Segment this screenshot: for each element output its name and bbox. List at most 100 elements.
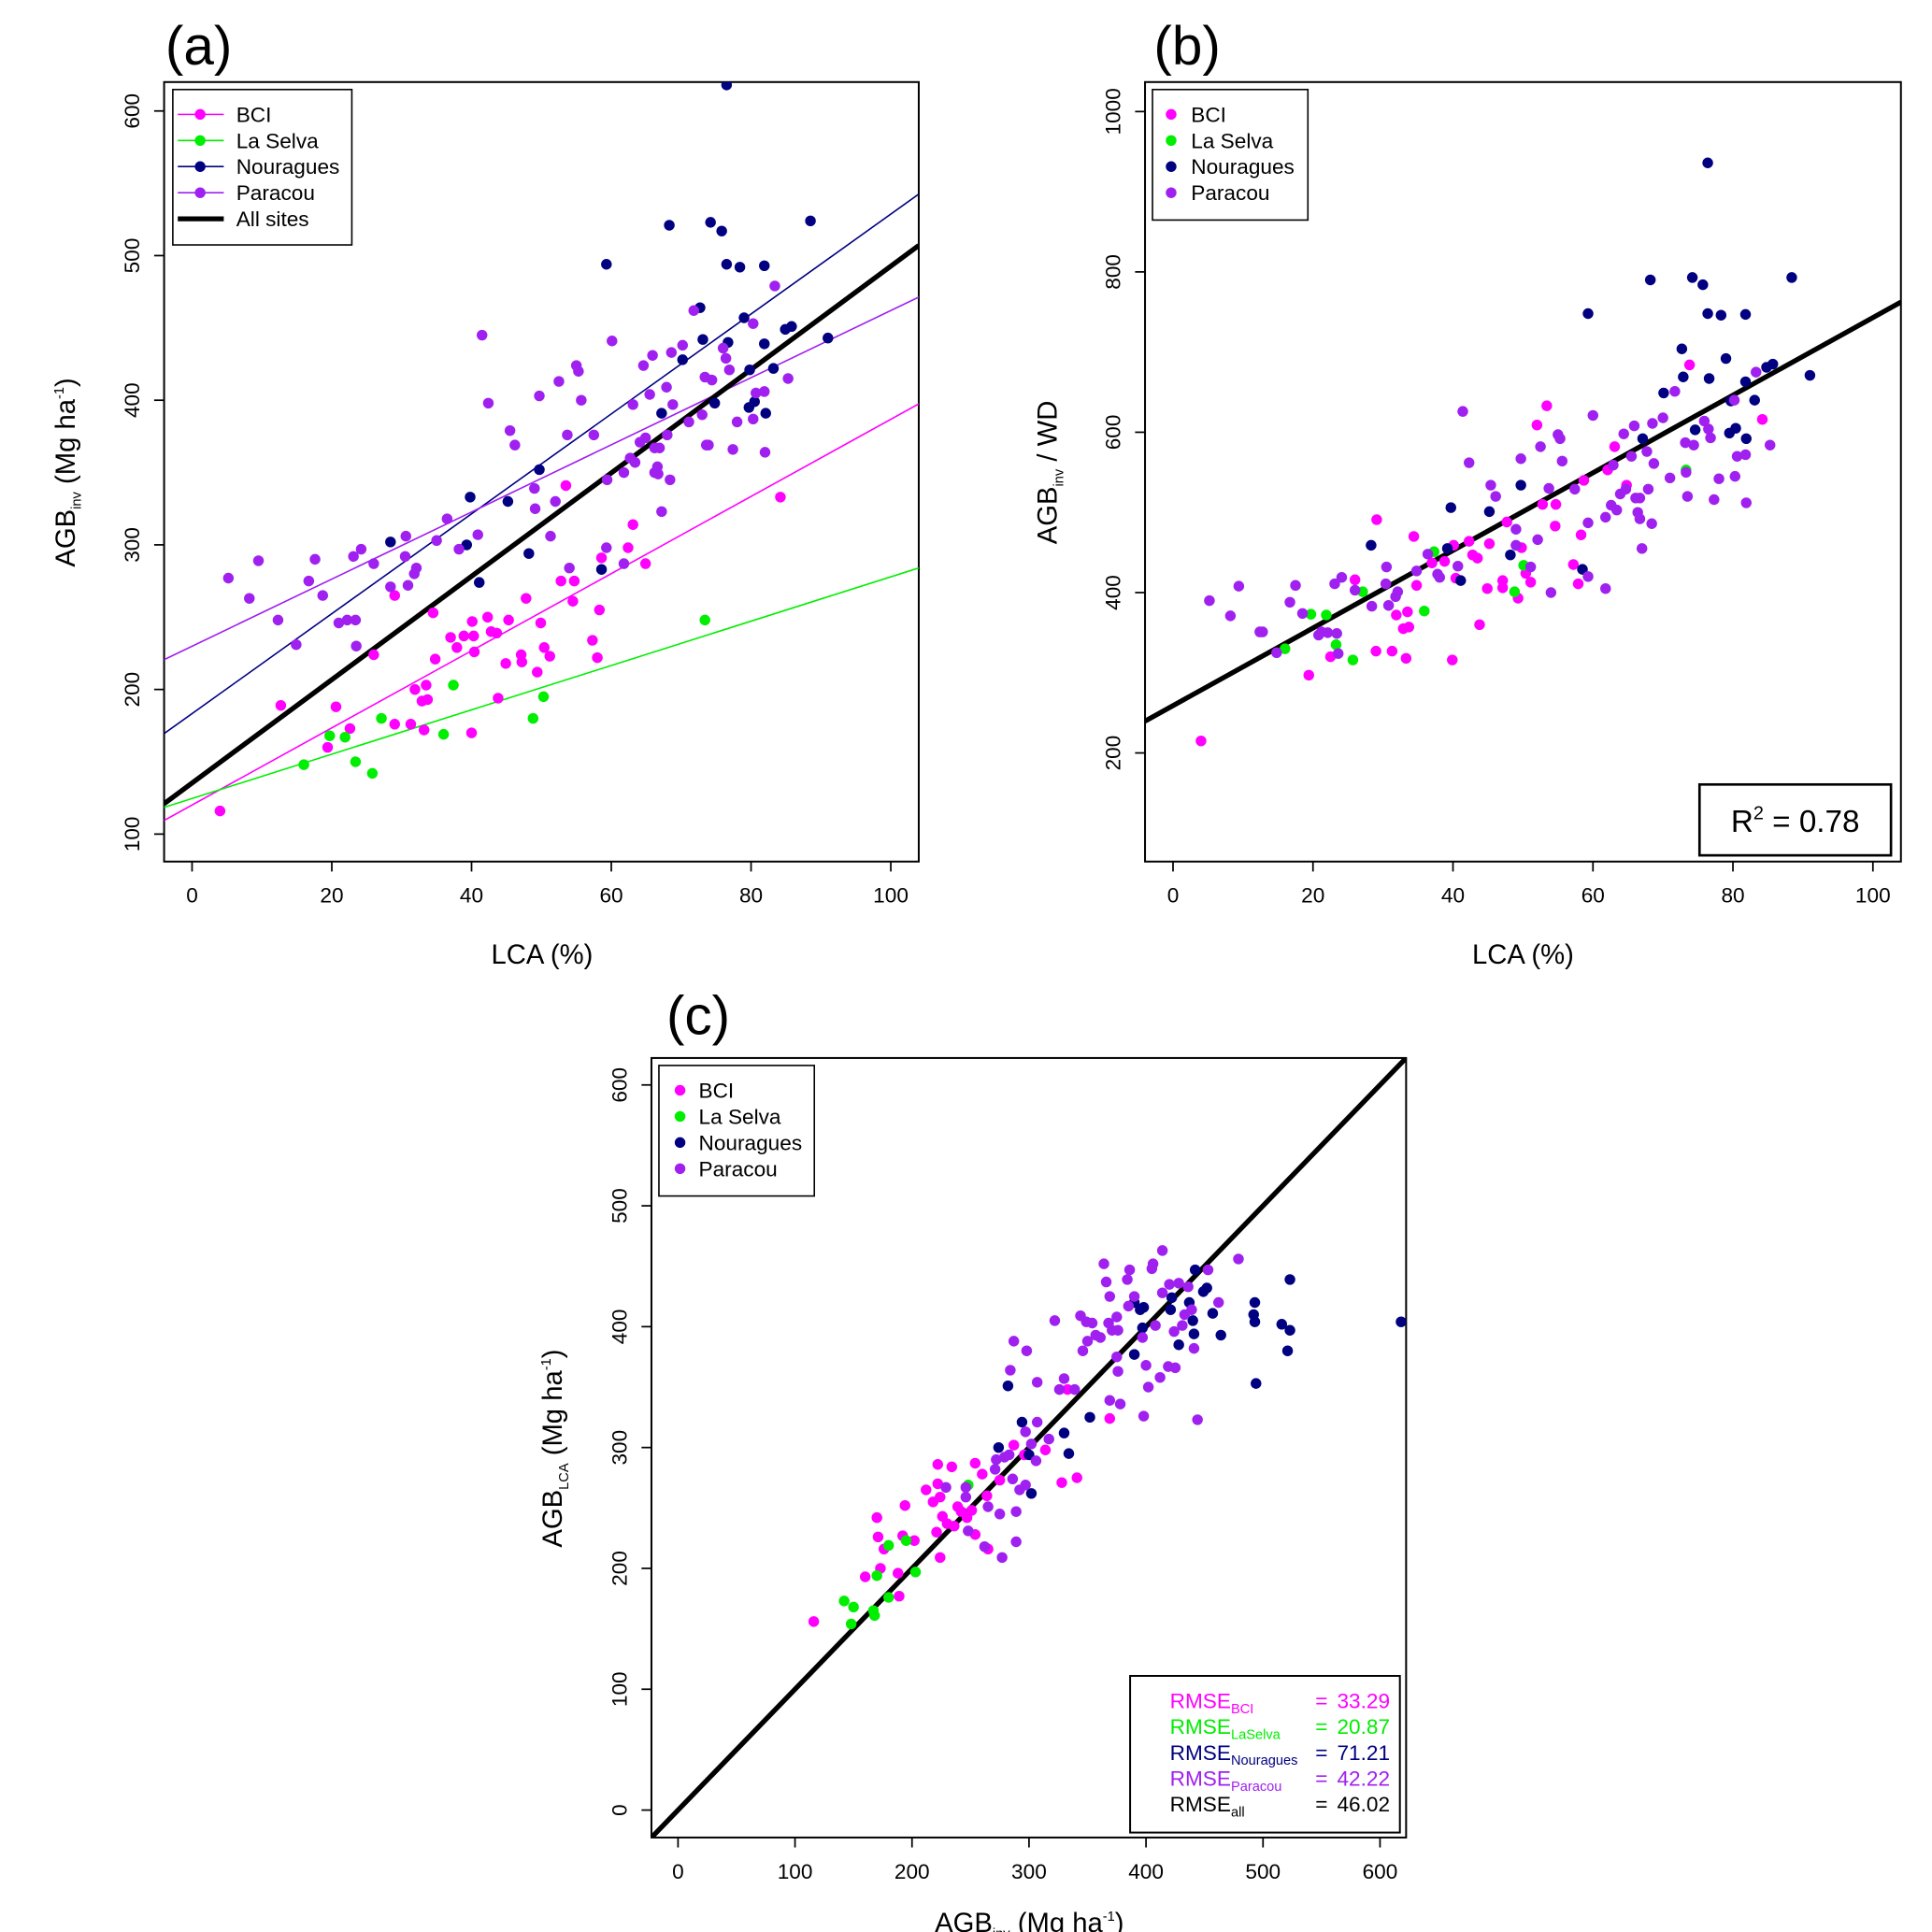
- point-paracou: [291, 638, 302, 651]
- point-paracou: [688, 305, 699, 316]
- point-paracou: [1290, 580, 1301, 591]
- panel-c-x-tick-label: 300: [1011, 1860, 1047, 1883]
- fit-line-nouragues: [164, 193, 919, 735]
- point-paracou: [1332, 648, 1344, 659]
- point-nouragues: [1445, 502, 1456, 513]
- point-nouragues: [738, 312, 750, 323]
- point-nouragues: [1166, 1292, 1178, 1304]
- point-bci: [966, 1505, 978, 1516]
- point-bci: [909, 1535, 920, 1546]
- point-paracou: [1031, 1377, 1043, 1388]
- legend-label: Paracou: [1191, 181, 1269, 205]
- point-bci: [808, 1616, 820, 1627]
- legend-label: Paracou: [236, 181, 315, 205]
- point-nouragues: [1483, 506, 1496, 518]
- point-paracou: [717, 342, 729, 354]
- point-bci: [555, 575, 566, 587]
- point-la-selva: [1419, 606, 1430, 617]
- point-paracou: [1296, 608, 1309, 620]
- point-paracou: [1569, 483, 1581, 495]
- point-paracou: [1600, 582, 1611, 594]
- rmse-equals: =: [1315, 1767, 1327, 1791]
- panel-a: 0 20 40 60 80 100 100 200 300 400 500 600 BCI La Selv…: [121, 80, 920, 908]
- point-bci: [389, 590, 400, 601]
- point-paracou: [1008, 1336, 1020, 1347]
- panel-c-y-tick-label: 100: [608, 1671, 631, 1707]
- point-bci: [1438, 555, 1451, 567]
- point-nouragues: [601, 259, 612, 270]
- legend-item-la-selva: La Selva: [1166, 129, 1274, 152]
- point-bci: [389, 719, 400, 730]
- point-bci: [871, 1511, 882, 1524]
- point-bci: [932, 1459, 944, 1470]
- point-nouragues: [502, 495, 514, 508]
- point-paracou: [963, 1525, 974, 1537]
- point-nouragues: [805, 215, 816, 227]
- point-paracou: [350, 614, 362, 626]
- point-paracou: [399, 551, 411, 563]
- point-paracou: [782, 373, 794, 384]
- rmse-row-all: RMSEall = 46.02: [1170, 1793, 1390, 1820]
- panel-b-x-tick-label: 40: [1441, 884, 1465, 908]
- rmse-label: RMSEBCI: [1170, 1690, 1254, 1717]
- point-bci: [932, 1478, 944, 1490]
- point-paracou: [1233, 580, 1245, 592]
- panel-a-x-tick-label: 40: [460, 884, 483, 908]
- point-paracou: [1010, 1506, 1022, 1517]
- point-bci: [491, 627, 503, 639]
- panel-b-plot-area: [1145, 157, 1901, 747]
- fit-line-la-selva: [164, 566, 919, 809]
- point-bci: [1524, 577, 1537, 588]
- point-bci: [1501, 516, 1512, 528]
- point-la-selva: [350, 756, 362, 767]
- point-nouragues: [1515, 479, 1526, 491]
- point-bci: [468, 646, 480, 658]
- point-bci: [544, 651, 555, 662]
- point-bci: [275, 699, 287, 711]
- panel-b-x-tick-label: 80: [1721, 884, 1744, 908]
- legend-label: BCI: [699, 1079, 735, 1102]
- point-paracou: [348, 551, 359, 563]
- point-paracou: [727, 444, 738, 455]
- point-bci: [466, 616, 478, 627]
- rmse-label: RMSENouragues: [1170, 1741, 1298, 1768]
- point-paracou: [1642, 483, 1654, 495]
- point-paracou: [1095, 1332, 1106, 1343]
- point-bci: [521, 593, 532, 604]
- point-paracou: [1641, 446, 1653, 457]
- point-bci: [1572, 578, 1584, 590]
- point-nouragues: [767, 363, 780, 374]
- point-paracou: [410, 562, 422, 574]
- point-paracou: [562, 429, 573, 441]
- point-nouragues: [708, 397, 721, 409]
- point-nouragues: [595, 564, 608, 575]
- point-la-selva: [437, 728, 450, 740]
- point-paracou: [529, 482, 540, 494]
- point-paracou: [960, 1481, 972, 1494]
- point-bci: [1567, 559, 1580, 570]
- point-nouragues: [1441, 543, 1453, 554]
- point-nouragues: [1201, 1282, 1212, 1294]
- panel-b-x-tick-label: 20: [1301, 884, 1324, 908]
- point-paracou: [1620, 483, 1632, 495]
- point-bci: [429, 653, 441, 665]
- point-bci: [535, 617, 547, 629]
- point-paracou: [1422, 549, 1434, 560]
- point-paracou: [1366, 600, 1378, 612]
- point-paracou: [1049, 1315, 1061, 1326]
- point-nouragues: [716, 225, 727, 236]
- point-nouragues: [1284, 1274, 1295, 1285]
- point-bci: [1008, 1439, 1020, 1451]
- point-paracou: [696, 408, 708, 421]
- point-paracou: [545, 530, 556, 542]
- panel-a-y-tick-label: 500: [121, 238, 144, 274]
- point-paracou: [1010, 1536, 1022, 1548]
- point-nouragues: [1703, 373, 1715, 384]
- point-nouragues: [760, 408, 771, 419]
- point-paracou: [385, 581, 396, 593]
- point-la-selva: [699, 614, 710, 626]
- point-la-selva: [1280, 643, 1291, 654]
- legend-label: Nouragues: [699, 1131, 803, 1154]
- point-paracou: [1515, 453, 1526, 465]
